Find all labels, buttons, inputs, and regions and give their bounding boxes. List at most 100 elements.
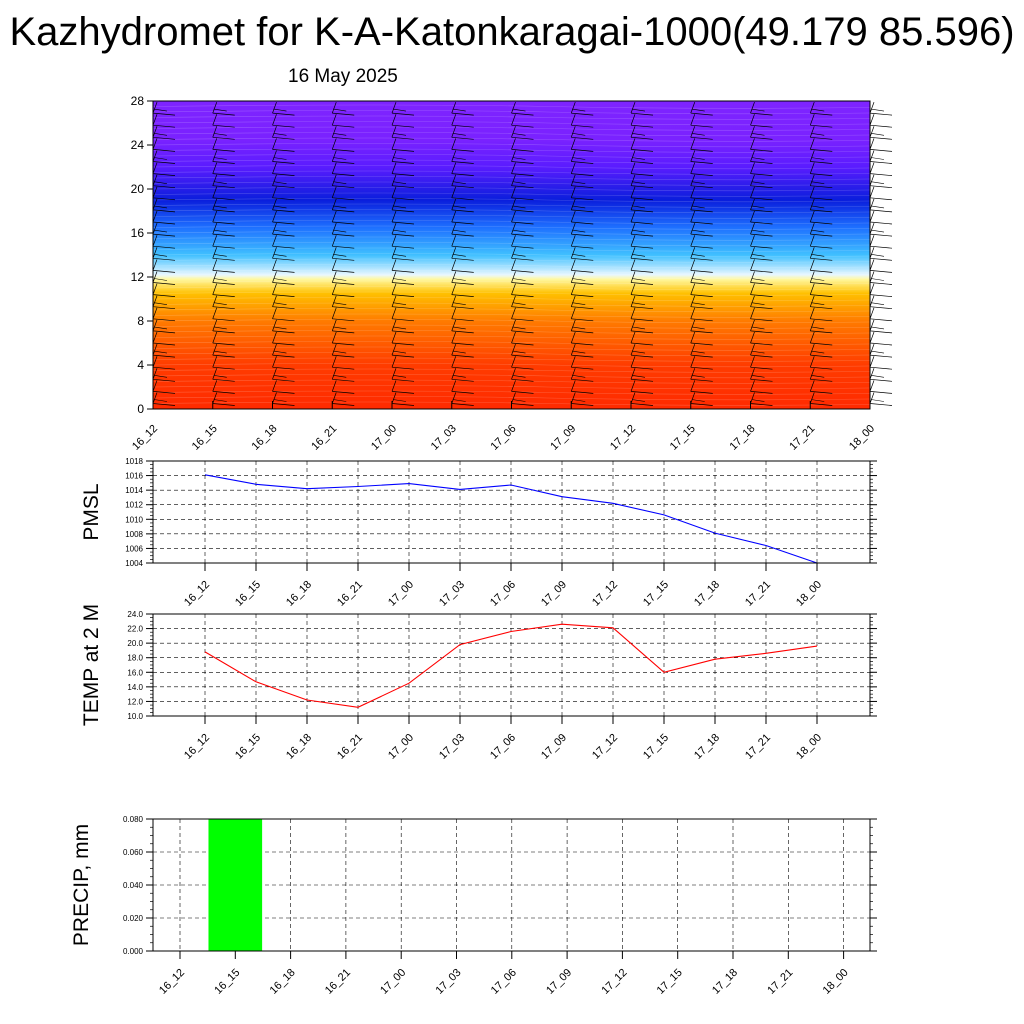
contour-line bbox=[152, 132, 871, 137]
wind-barb-flag bbox=[631, 399, 646, 402]
wind-barb-flag bbox=[332, 209, 355, 213]
wind-barb-flag bbox=[511, 124, 534, 128]
wind-barb-flag bbox=[273, 302, 287, 305]
wind-barb-flag bbox=[631, 302, 646, 305]
x-tick-label: 16_12 bbox=[130, 423, 160, 453]
wind-barb-shaft bbox=[630, 392, 636, 404]
wind-barb-shaft bbox=[212, 247, 218, 259]
wind-barb-flag bbox=[213, 229, 227, 233]
wind-barb-flag bbox=[870, 157, 885, 160]
wind-barb-shaft bbox=[809, 198, 815, 211]
wind-barb-flag bbox=[332, 403, 355, 406]
wind-barb-shaft bbox=[451, 138, 457, 150]
wind-barb-shaft bbox=[630, 356, 636, 368]
wind-barb-flag bbox=[870, 350, 885, 354]
wind-barb-flag bbox=[451, 209, 474, 213]
wind-barb-flag bbox=[630, 257, 654, 261]
wind-barb-flag bbox=[512, 399, 526, 402]
wind-barb-shaft bbox=[451, 319, 457, 332]
wind-barb-shaft bbox=[630, 307, 636, 319]
wind-barb-flag bbox=[810, 233, 833, 237]
wind-barb-flag bbox=[690, 294, 713, 297]
wind-barb-shaft bbox=[212, 331, 218, 344]
wind-barb-shaft bbox=[331, 380, 337, 392]
wind-barb-flag bbox=[572, 205, 586, 209]
contour-line bbox=[152, 396, 871, 401]
wind-barb-flag bbox=[511, 306, 534, 310]
wind-barb-flag bbox=[750, 294, 773, 297]
wind-barb-shaft bbox=[152, 101, 158, 114]
wind-barb-shaft bbox=[272, 331, 277, 344]
wind-barb-shaft bbox=[391, 198, 397, 211]
wind-barb-flag bbox=[332, 185, 355, 189]
wind-barb-shaft bbox=[630, 186, 636, 198]
x-tick-label: 17_15 bbox=[641, 579, 671, 609]
wind-barb-shaft bbox=[809, 247, 815, 259]
wind-barb-flag bbox=[272, 403, 295, 406]
wind-barb-flag bbox=[571, 112, 594, 116]
wind-barb-shaft bbox=[272, 235, 277, 247]
wind-barb-flag bbox=[571, 366, 594, 370]
wind-barb-shaft bbox=[690, 380, 696, 392]
wind-barb-flag bbox=[810, 221, 833, 225]
wind-barb-flag bbox=[332, 197, 355, 201]
wind-barb-shaft bbox=[152, 295, 158, 307]
wind-barb-shaft bbox=[391, 331, 397, 344]
wind-barb-flag bbox=[391, 197, 415, 201]
wind-barb-shaft bbox=[570, 198, 576, 211]
wind-barb-shaft bbox=[152, 126, 158, 138]
wind-barb-flag bbox=[272, 161, 295, 164]
wind-barb-flag bbox=[571, 342, 594, 346]
wind-barb-shaft bbox=[630, 235, 636, 247]
wind-barb-flag bbox=[332, 124, 355, 128]
wind-barb-flag bbox=[810, 257, 833, 261]
wind-barb-flag bbox=[631, 108, 646, 112]
wind-barb-flag bbox=[750, 124, 773, 128]
wind-barb-flag bbox=[212, 342, 235, 346]
contour-line bbox=[152, 330, 871, 335]
x-tick-label: 17_09 bbox=[539, 732, 569, 762]
wind-barb-flag bbox=[272, 209, 295, 213]
wind-barb-flag bbox=[631, 326, 646, 330]
wind-barb-flag bbox=[630, 366, 654, 370]
wind-barb-shaft bbox=[869, 343, 875, 356]
wind-barb-flag bbox=[152, 270, 176, 273]
wind-barb-flag bbox=[810, 112, 833, 116]
wind-barb-flag bbox=[152, 209, 176, 213]
wind-barb-flag bbox=[870, 254, 885, 257]
wind-barb-shaft bbox=[391, 186, 397, 198]
wind-barb-shaft bbox=[630, 126, 636, 138]
wind-barb-flag bbox=[869, 161, 893, 164]
wind-barb-flag bbox=[391, 161, 415, 164]
wind-barb-shaft bbox=[690, 295, 696, 307]
wind-barb-flag bbox=[212, 161, 235, 164]
wind-barb-flag bbox=[452, 350, 466, 354]
wind-barb-flag bbox=[273, 108, 287, 112]
wind-barb-flag bbox=[391, 270, 415, 273]
wind-barb-flag bbox=[332, 306, 355, 310]
wind-barb-shaft bbox=[272, 368, 277, 380]
wind-barb-flag bbox=[332, 257, 355, 261]
wind-barb-flag bbox=[333, 399, 347, 402]
wind-barb-flag bbox=[810, 330, 833, 334]
wind-barb-flag bbox=[332, 282, 355, 285]
wind-barb-shaft bbox=[451, 174, 457, 186]
wind-barb-flag bbox=[750, 185, 773, 189]
wind-barb-shaft bbox=[570, 126, 576, 138]
x-tick-label: 17_21 bbox=[743, 732, 773, 762]
wind-barb-flag bbox=[750, 197, 773, 201]
y-tick-label: 1006 bbox=[125, 544, 143, 553]
x-tick-label: 16_15 bbox=[212, 967, 242, 997]
wind-barb-shaft bbox=[511, 295, 516, 307]
contour-line bbox=[152, 192, 871, 197]
wind-barb-flag bbox=[511, 342, 534, 346]
wind-barb-flag bbox=[691, 254, 705, 257]
wind-barb-flag bbox=[152, 354, 176, 358]
y-tick-label: 0.000 bbox=[123, 947, 144, 956]
wind-barb-shaft bbox=[511, 356, 516, 368]
wind-barb-shaft bbox=[690, 101, 696, 114]
wind-barb-flag bbox=[870, 108, 885, 112]
wind-barb-shaft bbox=[750, 307, 755, 319]
wind-barb-flag bbox=[750, 342, 773, 346]
wind-barb-flag bbox=[572, 326, 586, 330]
